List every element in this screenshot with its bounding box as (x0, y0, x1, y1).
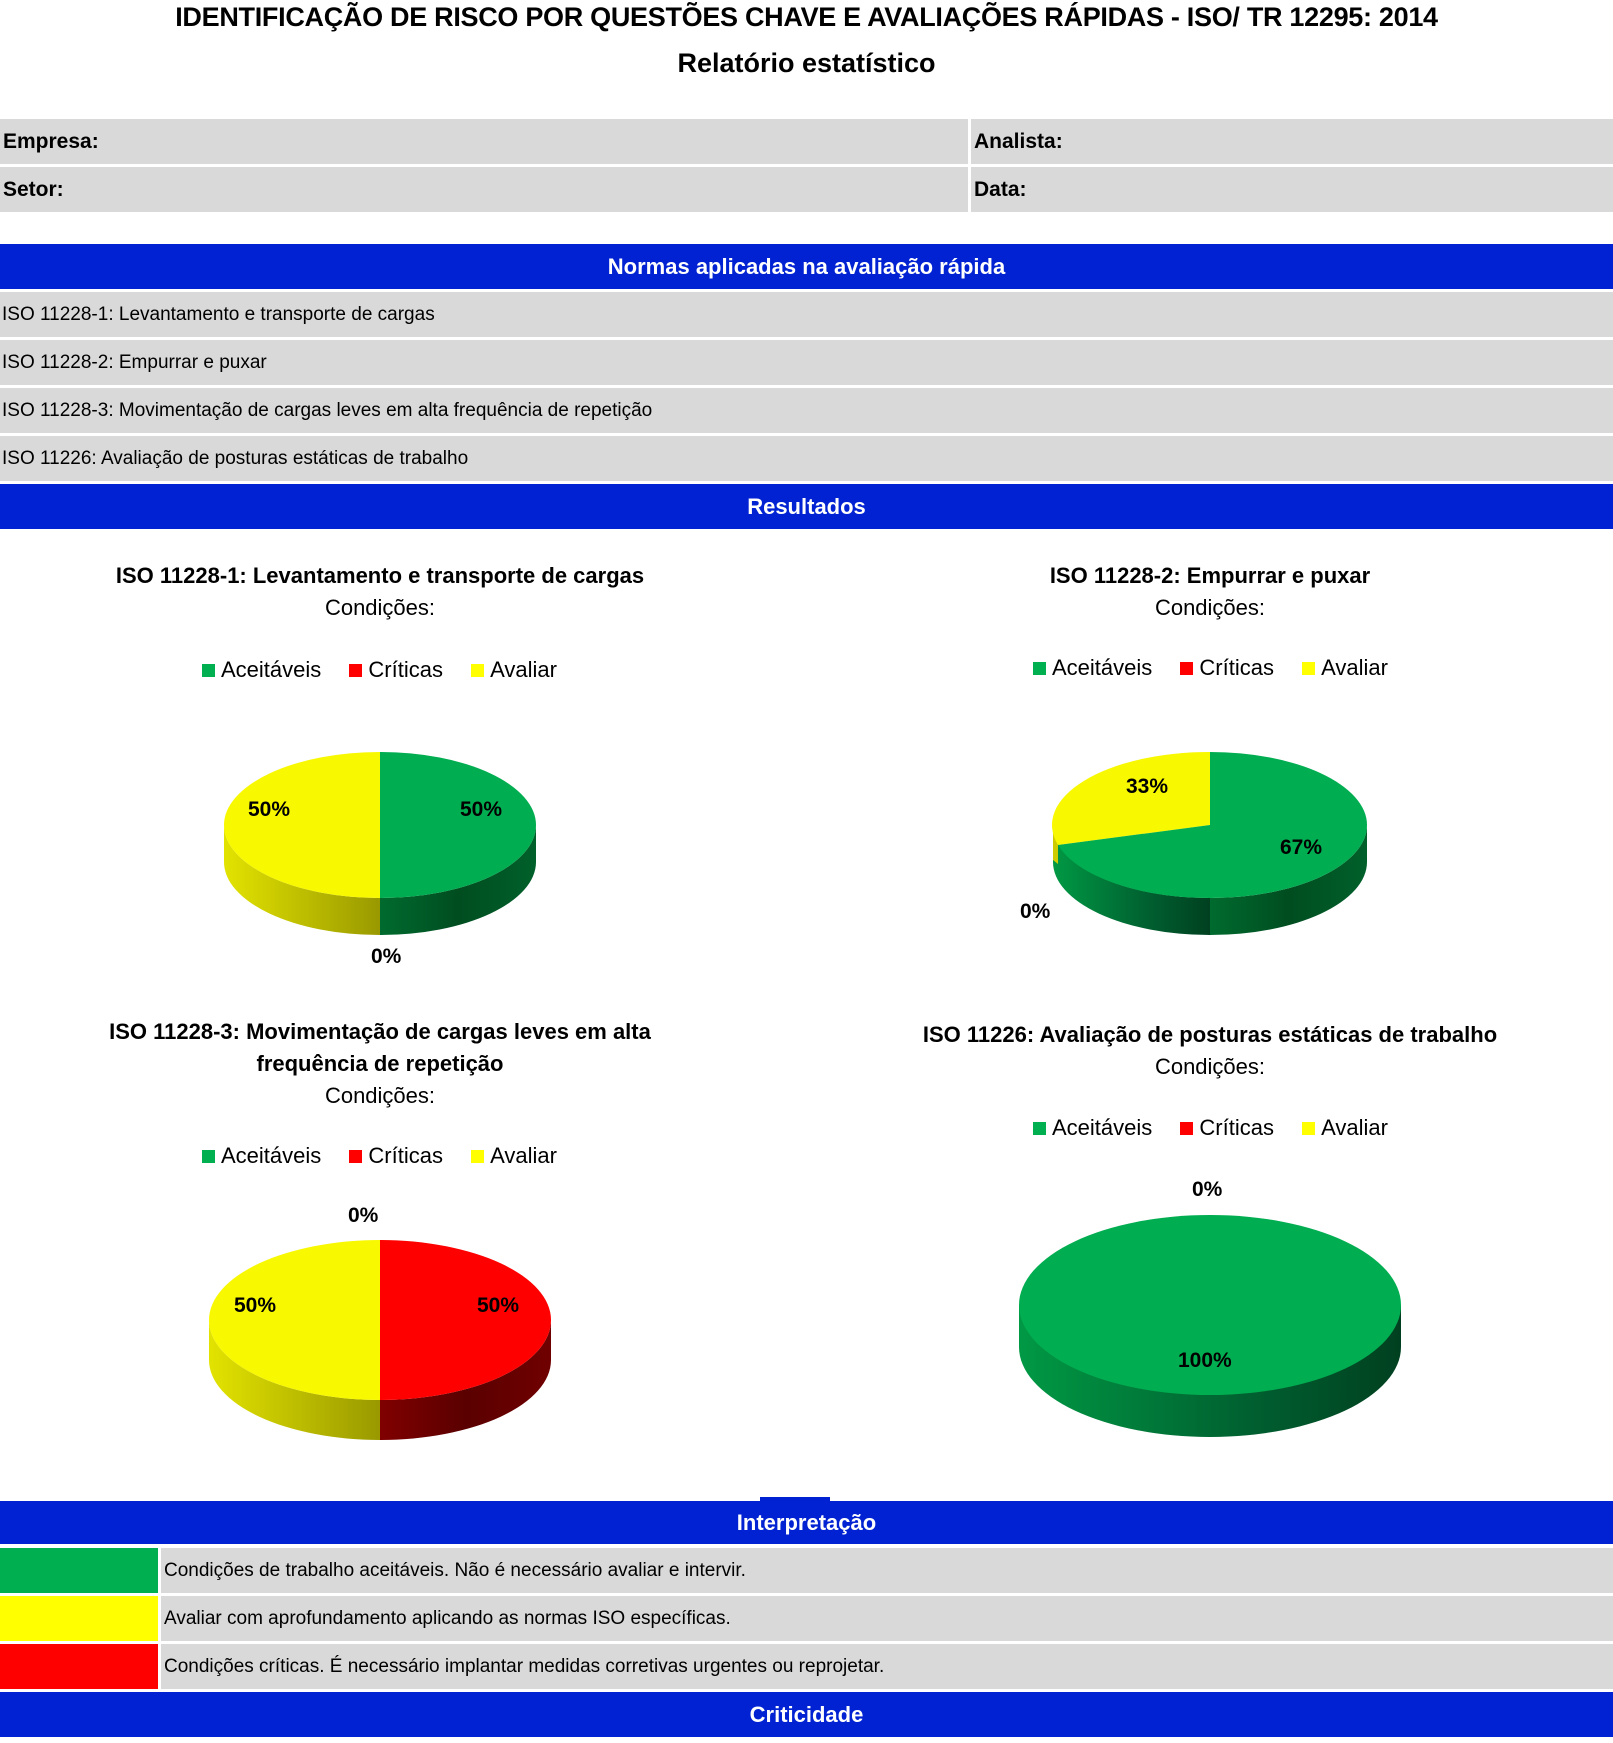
chart-subtitle: Condições: (324, 595, 436, 620)
setor-label: Setor: (3, 178, 64, 201)
pie3-label-avaliar: 50% (234, 1294, 277, 1317)
pie-chart-1 (224, 752, 536, 935)
pie-chart-4 (1019, 1215, 1401, 1437)
data-field[interactable]: Data: (971, 167, 1613, 212)
analista-label: Analista: (974, 130, 1063, 153)
legend-item-criticas: Críticas (1180, 1115, 1274, 1141)
chart-subtitle: Condições: (1154, 595, 1266, 620)
resultados-heading: Resultados (0, 484, 1613, 529)
pie3-label-aceitaveis: 0% (348, 1204, 379, 1227)
legend-swatch-green (202, 1150, 215, 1163)
pie4-label-aceitaveis: 100% (1178, 1349, 1232, 1372)
interpretacao-heading: Interpretação (0, 1501, 1613, 1544)
legend-item-aceitaveis: Aceitáveis (202, 657, 321, 683)
chart-legend: Aceitáveis Críticas Avaliar (1033, 1115, 1410, 1141)
legend-item-avaliar: Avaliar (471, 1143, 557, 1169)
legend-swatch-red (1180, 1122, 1194, 1135)
norma-item: ISO 11226: Avaliação de posturas estátic… (0, 436, 1613, 481)
legend-item-criticas: Críticas (349, 1143, 443, 1169)
interp-item-aceitaveis: Condições de trabalho aceitáveis. Não é … (161, 1548, 1613, 1593)
report-subtitle: Relatório estatístico (677, 48, 936, 78)
norma-item: ISO 11228-1: Levantamento e transporte d… (0, 292, 1613, 337)
pie4-label-criticas: 0% (1192, 1178, 1223, 1201)
legend-item-avaliar: Avaliar (1302, 655, 1388, 681)
legend-swatch-yellow (471, 664, 485, 677)
legend-item-aceitaveis: Aceitáveis (1033, 1115, 1152, 1141)
criticidade-heading: Criticidade (0, 1692, 1613, 1737)
data-label: Data: (974, 178, 1027, 201)
legend-swatch-red (349, 1150, 363, 1163)
chart-title: ISO 11228-1: Levantamento e transporte d… (115, 563, 645, 588)
norma-item: ISO 11228-2: Empurrar e puxar (0, 340, 1613, 385)
legend-swatch-green (202, 664, 215, 677)
legend-swatch-yellow (1302, 1122, 1316, 1135)
interp-item-criticas: Condições críticas. É necessário implant… (161, 1644, 1613, 1689)
chart-legend: Aceitáveis Críticas Avaliar (202, 657, 579, 683)
legend-swatch-red (349, 664, 363, 677)
empresa-label: Empresa: (3, 130, 99, 153)
chart-subtitle: Condições: (324, 1083, 436, 1108)
pie2-label-criticas: 0% (1020, 900, 1051, 923)
normas-heading: Normas aplicadas na avaliação rápida (0, 244, 1613, 289)
legend-item-aceitaveis: Aceitáveis (202, 1143, 321, 1169)
analista-field[interactable]: Analista: (971, 119, 1613, 164)
pie-chart-3 (209, 1240, 551, 1440)
pie2-label-avaliar: 33% (1126, 775, 1169, 798)
pie1-label-criticas: 0% (371, 945, 402, 968)
chart-iso-11226: ISO 11226: Avaliação de posturas estátic… (890, 1019, 1530, 1083)
legend-swatch-yellow (471, 1150, 485, 1163)
chart-title: ISO 11228-2: Empurrar e puxar (1049, 563, 1371, 588)
swatch-avaliar (0, 1596, 158, 1641)
tab-artifact (760, 1497, 830, 1501)
swatch-criticas (0, 1644, 158, 1689)
chart-legend: Aceitáveis Críticas Avaliar (202, 1143, 579, 1169)
chart-title-line2: frequência de repetição (256, 1051, 504, 1076)
interp-item-avaliar: Avaliar com aprofundamento aplicando as … (161, 1596, 1613, 1641)
setor-field[interactable]: Setor: (0, 167, 968, 212)
chart-iso-11228-2: ISO 11228-2: Empurrar e puxar Condições: (890, 560, 1530, 624)
pie2-label-aceitaveis: 67% (1280, 836, 1323, 859)
pie-chart-2 (1051, 751, 1367, 935)
legend-swatch-red (1180, 662, 1194, 675)
pie3-label-criticas: 50% (477, 1294, 520, 1317)
pie1-label-avaliar: 50% (248, 798, 291, 821)
legend-item-avaliar: Avaliar (471, 657, 557, 683)
chart-title-line1: ISO 11228-3: Movimentação de cargas leve… (109, 1019, 651, 1044)
chart-title: ISO 11226: Avaliação de posturas estátic… (922, 1022, 1498, 1047)
legend-swatch-green (1033, 662, 1046, 675)
legend-swatch-green (1033, 1122, 1046, 1135)
chart-subtitle: Condições: (1154, 1054, 1266, 1079)
empresa-field[interactable]: Empresa: (0, 119, 968, 164)
chart-legend: Aceitáveis Críticas Avaliar (1033, 655, 1410, 681)
legend-item-aceitaveis: Aceitáveis (1033, 655, 1152, 681)
report-title: IDENTIFICAÇÃO DE RISCO POR QUESTÕES CHAV… (175, 2, 1438, 32)
legend-item-avaliar: Avaliar (1302, 1115, 1388, 1141)
legend-swatch-yellow (1302, 662, 1316, 675)
norma-item: ISO 11228-3: Movimentação de cargas leve… (0, 388, 1613, 433)
chart-iso-11228-1: ISO 11228-1: Levantamento e transporte d… (60, 560, 700, 624)
legend-item-criticas: Críticas (1180, 655, 1274, 681)
chart-iso-11228-3: ISO 11228-3: Movimentação de cargas leve… (60, 1016, 700, 1112)
swatch-aceitaveis (0, 1548, 158, 1593)
legend-item-criticas: Críticas (349, 657, 443, 683)
pie1-label-aceitaveis: 50% (460, 798, 503, 821)
